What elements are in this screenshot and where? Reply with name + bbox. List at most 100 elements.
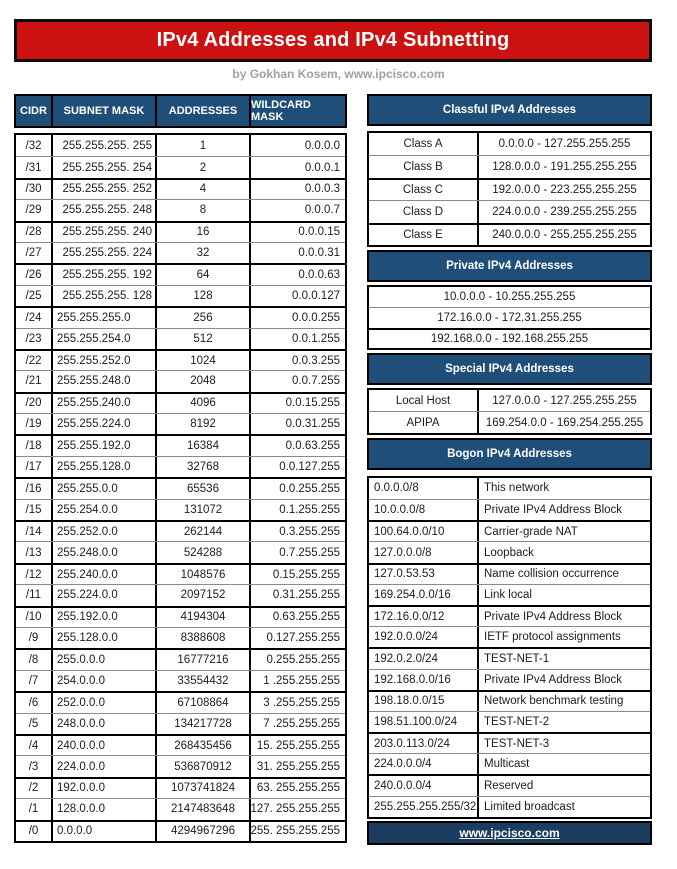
cell: 0.0.0.255 [249, 308, 345, 328]
cell: /27 [25, 247, 42, 260]
cell: 32768 [155, 456, 249, 478]
column-header: WILDCARD MASK [249, 96, 345, 126]
table-row: Local Host 127.0.0.0 - 127.255.255.255 [369, 389, 650, 412]
cell: /0 [28, 825, 39, 838]
cell: /12 [25, 568, 42, 581]
cell: 7 .255.255.255 [249, 713, 345, 734]
table-row: 192.0.0.0/24 IETF protocol assignments [369, 626, 650, 648]
cell: 128.0.0.0 - 191.255.255.255 [492, 161, 637, 174]
table-row: /17 255.255.128.0 32768 0.0.127.255 [16, 455, 345, 478]
table-row: /12 255.240.0.0 1048576 0.15.255.255 [16, 562, 345, 585]
table-row: /18 255.255.192.0 16384 0.0.63.255 [16, 434, 345, 456]
cell: /24 [25, 311, 42, 324]
cell: 0.0.0.127 [249, 285, 345, 307]
cell: /2 [28, 782, 39, 795]
table-row: /5 248.0.0.0 134217728 7 .255.255.255 [16, 712, 345, 734]
subnet-table-header-row: CIDR SUBNET MASK ADDRESSES WILDCARD MASK [14, 94, 347, 128]
cell: 0.3.255.255 [249, 522, 345, 542]
cell: /20 [25, 397, 42, 410]
cell: 4 [155, 179, 249, 200]
table-row: 203.0.113.0/24 TEST-NET-3 [369, 732, 650, 754]
cell: 16 [155, 222, 249, 242]
cell: /6 [28, 696, 39, 709]
cell: 8388608 [155, 627, 249, 649]
table-row: /29 255.255.255. 248 8 0.0.0.7 [16, 199, 345, 221]
cell: 2048 [155, 371, 249, 392]
table-row: 224.0.0.0/4 Multicast [369, 753, 650, 775]
cell: 0.31.255.255 [249, 585, 345, 606]
table-row: Class C 192.0.0.0 - 223.255.255.255 [369, 177, 650, 201]
table-row: /4 240.0.0.0 268435456 15. 255.255.255 [16, 733, 345, 756]
table-row: 172.16.0.0/12 Private IPv4 Address Block [369, 604, 650, 627]
cell: Limited broadcast [484, 800, 575, 813]
cell: /17 [25, 461, 42, 474]
cell: 255.255.255. 248 [51, 200, 155, 221]
cell: 172.16.0.0/12 [369, 606, 479, 627]
table-row: 192.0.2.0/24 TEST-NET-1 [369, 647, 650, 669]
cell: 255.255.255. 254 [51, 157, 155, 178]
cell: 255.255.252.0 [51, 350, 155, 371]
table-row: /28 255.255.255. 240 16 0.0.0.15 [16, 220, 345, 242]
cell: 128 [155, 285, 249, 307]
cell: 16384 [155, 436, 249, 456]
cell: 255.255.255.255/32 [369, 796, 479, 817]
column-header: ADDRESSES [155, 96, 249, 126]
cell: 0.0.0.0 [249, 135, 345, 157]
private-section-header: Private IPv4 Addresses [367, 249, 652, 282]
cell: 255.252.0.0 [51, 522, 155, 542]
cell: /29 [25, 204, 42, 217]
ipcisco-link[interactable]: www.ipcisco.com [459, 825, 560, 840]
cell: 524288 [155, 542, 249, 563]
table-row: 255.255.255.255/32 Limited broadcast [369, 795, 650, 817]
cell: 256 [155, 308, 249, 328]
cell: 1 [155, 135, 249, 157]
cell: Private IPv4 Address Block [484, 610, 623, 623]
subnet-table: CIDR SUBNET MASK ADDRESSES WILDCARD MASK /3… [14, 94, 347, 843]
private-table: 10.0.0.0 - 10.255.255.255 172.16.0.0 - 17… [367, 284, 652, 350]
cell: Reserved [484, 780, 534, 793]
cell: /32 [25, 139, 42, 152]
table-row: 198.51.100.0/24 TEST-NET-2 [369, 710, 650, 733]
cell: 0.0.0.0/8 [369, 477, 479, 500]
classful-section-header: Classful IPv4 Addresses [367, 94, 652, 126]
table-row: 127.0.53.53 Name collision occurrence [369, 562, 650, 584]
cell: 198.18.0.0/15 [369, 691, 479, 711]
cell: /25 [25, 289, 42, 302]
cell: /11 [25, 589, 42, 602]
table-row: 0.0.0.0/8 This network [369, 477, 650, 500]
cell: 100.64.0.0/10 [369, 522, 479, 542]
classful-table: Class A 0.0.0.0 - 127.255.255.255 Class B 1… [367, 131, 652, 247]
table-row: /31 255.255.255. 254 2 0.0.0.1 [16, 156, 345, 178]
cell: 192.168.0.0 - 192.168.255.255 [430, 332, 589, 345]
cell: 255.255.255. 240 [51, 222, 155, 242]
table-row: Class B 128.0.0.0 - 191.255.255.255 [369, 155, 650, 178]
cell: /22 [25, 354, 42, 367]
cell: 0.0.0.0 - 127.255.255.255 [498, 138, 631, 151]
cell: 255.255.128.0 [51, 456, 155, 478]
cell: 2 [155, 157, 249, 178]
cell: 127.0.53.53 [369, 564, 479, 584]
cell: /19 [25, 418, 42, 431]
cell: 255.0.0.0 [51, 650, 155, 670]
cell: 0.63.255.255 [249, 607, 345, 627]
cell: 254.0.0.0 [51, 670, 155, 692]
table-row: 240.0.0.0/4 Reserved [369, 774, 650, 796]
cell: 0.0.127.255 [249, 456, 345, 478]
cell: 16777216 [155, 650, 249, 670]
table-row: /22 255.255.252.0 1024 0.0.3.255 [16, 348, 345, 371]
cell: 255.224.0.0 [51, 585, 155, 606]
cell: 169.254.0.0/16 [369, 584, 479, 605]
cell: 63. 255.255.255 [249, 778, 345, 799]
cell: /21 [25, 375, 42, 388]
cell: 252.0.0.0 [51, 693, 155, 713]
cell: 255.248.0.0 [51, 542, 155, 563]
table-row: /24 255.255.255.0 256 0.0.0.255 [16, 306, 345, 328]
cell: /8 [28, 654, 39, 667]
cell: Name collision occurrence [484, 568, 619, 581]
table-row: /14 255.252.0.0 262144 0.3.255.255 [16, 520, 345, 542]
cell: Class E [369, 224, 479, 245]
table-row: Class E 240.0.0.0 - 255.255.255.255 [369, 222, 650, 245]
cell: Class A [369, 133, 479, 156]
cell: 32 [155, 242, 249, 264]
cell: 3 .255.255.255 [249, 693, 345, 713]
